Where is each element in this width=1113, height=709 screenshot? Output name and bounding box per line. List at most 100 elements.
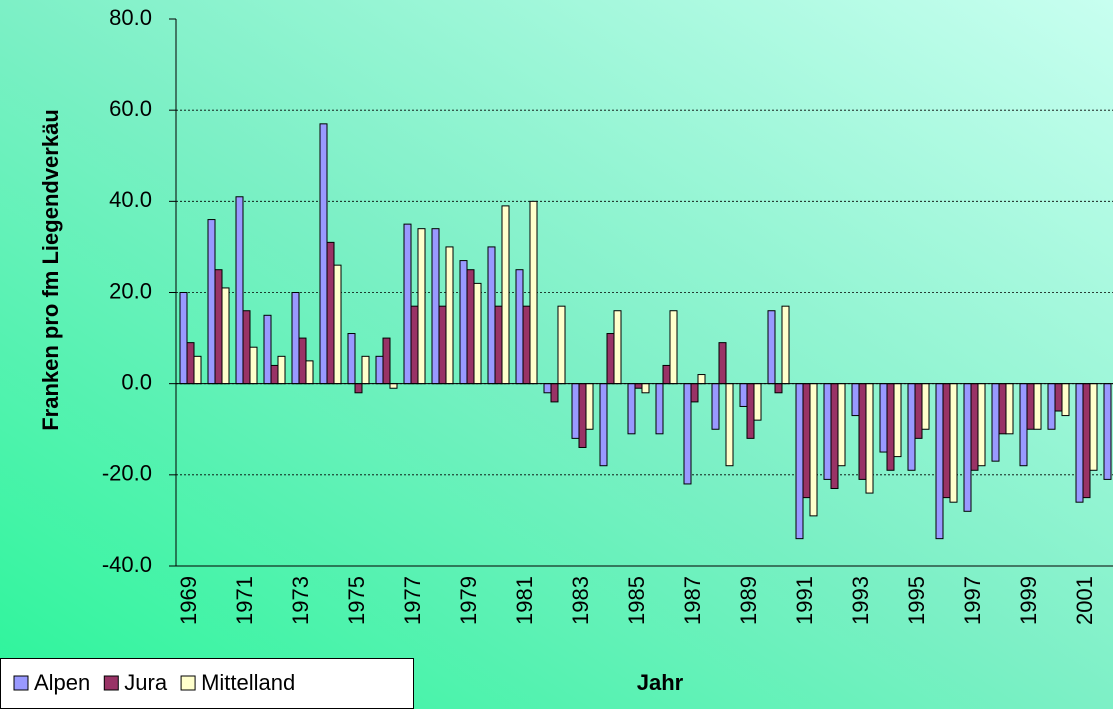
bar — [473, 282, 482, 385]
x-tick-label: 1983 — [568, 576, 593, 625]
bar — [438, 305, 447, 385]
bar — [501, 205, 510, 385]
bar — [907, 383, 916, 471]
x-tick-label: 1999 — [1016, 576, 1041, 625]
x-tick-label: 1991 — [792, 576, 817, 625]
bar — [949, 383, 958, 503]
bar — [291, 292, 300, 385]
bar — [998, 383, 1007, 435]
bar — [347, 333, 356, 385]
bar — [606, 333, 615, 385]
bar — [662, 364, 671, 385]
legend-swatch — [103, 675, 119, 691]
bar — [277, 355, 286, 385]
bar — [403, 223, 412, 385]
bar — [858, 383, 867, 480]
bar — [515, 269, 524, 385]
bar — [410, 305, 419, 385]
bar — [886, 383, 895, 471]
x-tick-label: 1997 — [960, 576, 985, 625]
legend-swatch — [13, 675, 29, 691]
bar — [242, 310, 251, 385]
bar — [179, 292, 188, 385]
y-tick-label: -20.0 — [102, 461, 152, 486]
bar — [319, 123, 328, 385]
bar — [669, 310, 678, 385]
y-tick-label: 80.0 — [109, 5, 152, 30]
bar — [879, 383, 888, 453]
bar — [753, 383, 762, 421]
bar — [1005, 383, 1014, 435]
bar — [193, 355, 202, 385]
bar — [1054, 383, 1063, 412]
bar — [361, 355, 370, 385]
bar — [235, 196, 244, 385]
bar — [767, 310, 776, 385]
bar — [627, 383, 636, 435]
bar — [459, 260, 468, 385]
bar — [746, 383, 755, 439]
x-tick-label: 1971 — [232, 576, 257, 625]
bar — [557, 305, 566, 385]
x-tick-label: 1977 — [400, 576, 425, 625]
bar — [711, 383, 720, 430]
x-tick-label: 1979 — [456, 576, 481, 625]
bar — [1089, 383, 1098, 471]
x-axis-label: Jahr — [637, 670, 684, 695]
bar — [851, 383, 860, 417]
bar — [970, 383, 979, 471]
bar — [641, 383, 650, 394]
bar — [991, 383, 1000, 462]
bar — [655, 383, 664, 435]
bar — [207, 219, 216, 385]
bar — [718, 342, 727, 385]
bar — [739, 383, 748, 407]
bar — [1047, 383, 1056, 430]
bar — [830, 383, 839, 490]
legend-label: Mittelland — [201, 670, 295, 695]
y-tick-label: 60.0 — [109, 96, 152, 121]
bar — [690, 383, 699, 403]
x-tick-label: 2001 — [1072, 576, 1097, 625]
bar — [599, 383, 608, 467]
bar — [466, 269, 475, 385]
bar — [774, 383, 783, 394]
bar — [445, 246, 454, 385]
bar — [1082, 383, 1091, 499]
x-tick-label: 1969 — [176, 576, 201, 625]
bar — [186, 342, 195, 385]
bar — [977, 383, 986, 467]
x-tick-label: 1989 — [736, 576, 761, 625]
bar — [354, 383, 363, 394]
bar — [802, 383, 811, 499]
bar — [1103, 383, 1112, 480]
bar — [543, 383, 552, 394]
x-tick-label: 1993 — [848, 576, 873, 625]
bar — [221, 287, 230, 385]
y-axis-label: Franken pro fm Liegendverkäu — [38, 109, 63, 431]
bar — [431, 228, 440, 385]
bar — [1075, 383, 1084, 503]
bar — [613, 310, 622, 385]
bar — [823, 383, 832, 480]
x-tick-label: 1973 — [288, 576, 313, 625]
bar — [921, 383, 930, 430]
bar — [725, 383, 734, 467]
y-tick-label: 0.0 — [121, 369, 152, 394]
bar — [963, 383, 972, 512]
bar — [522, 305, 531, 385]
bar — [1026, 383, 1035, 430]
bar — [298, 337, 307, 385]
bar — [837, 383, 846, 467]
bar — [375, 355, 384, 385]
bar — [683, 383, 692, 485]
bar — [494, 305, 503, 385]
bar — [781, 305, 790, 385]
legend-label: Jura — [124, 670, 168, 695]
bar — [550, 383, 559, 403]
bar — [697, 374, 706, 385]
bar — [1019, 383, 1028, 467]
bar — [1033, 383, 1042, 430]
